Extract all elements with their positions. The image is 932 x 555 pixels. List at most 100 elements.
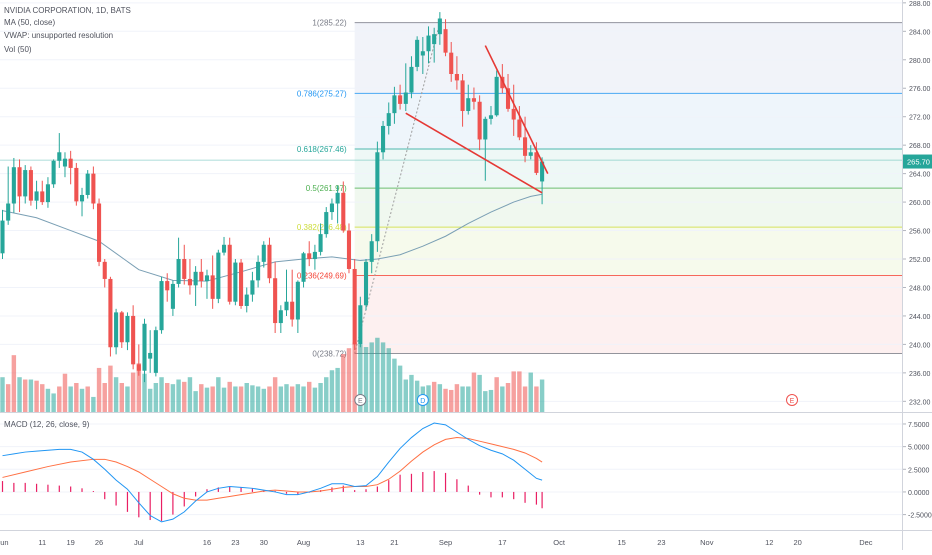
macd-histogram-bar: [13, 482, 15, 492]
volume-bar: [17, 377, 22, 412]
fib-level-label: 0.382(256.48): [297, 223, 347, 232]
volume-bar: [204, 387, 210, 412]
macd-tick-label: 0.0000: [908, 490, 930, 497]
vwap-legend[interactable]: VWAP: unsupported resolution: [4, 31, 114, 40]
time-tick-label: 19: [66, 538, 74, 547]
last-price-label: 265.70: [907, 158, 930, 167]
macd-histogram-bar: [444, 472, 447, 492]
candle: [0, 209, 5, 260]
candle-body: [250, 280, 255, 295]
candle: [398, 84, 403, 110]
price-tick-label: 232.00: [909, 399, 931, 406]
volume-bar: [324, 377, 329, 412]
candle: [363, 259, 369, 311]
macd-histogram-bar: [206, 489, 208, 492]
fib-level-label: 0.236(249.69): [297, 271, 347, 280]
candle-body: [318, 234, 323, 252]
volume-bar: [272, 377, 278, 412]
volume-bar: [437, 384, 443, 412]
volume-bar: [170, 384, 176, 412]
price-tick-label: 280.00: [909, 58, 931, 65]
event-marker-label: E: [790, 398, 795, 405]
candle-body: [381, 125, 386, 153]
candle-body: [273, 278, 278, 324]
ma-legend[interactable]: MA (50, close): [4, 18, 56, 27]
time-tick-label: 21: [390, 538, 398, 547]
volume-bar: [511, 371, 516, 412]
volume-bar: [79, 388, 85, 412]
candle: [290, 269, 295, 327]
candle: [386, 102, 391, 135]
macd-histogram-bar: [217, 487, 219, 492]
vol-legend[interactable]: Vol (50): [4, 45, 32, 54]
volume-bar: [335, 367, 340, 412]
candle: [460, 74, 465, 127]
candle-body: [392, 95, 397, 114]
candle-body: [358, 305, 363, 345]
candle: [165, 273, 170, 302]
candle: [358, 296, 363, 348]
macd-histogram-bar: [104, 491, 106, 500]
volume-bar: [358, 344, 363, 412]
fib-zone: [354, 275, 902, 354]
volume-bar: [341, 354, 346, 412]
candle: [301, 251, 306, 288]
candle-body: [108, 278, 113, 348]
volume-bar: [483, 391, 488, 412]
candle-body: [307, 253, 312, 260]
volume-bar: [40, 384, 45, 412]
candle: [45, 177, 50, 208]
macd-histogram-bar: [535, 491, 538, 505]
volume-bar: [125, 386, 130, 412]
candle: [57, 133, 62, 168]
macd-legend[interactable]: MACD (12, 26, close, 9): [4, 420, 90, 429]
macd-tick-label: 7.5000: [908, 422, 930, 429]
candle-body: [295, 281, 300, 320]
candle: [74, 162, 79, 206]
price-tick-label: 288.00: [909, 1, 931, 8]
macd-histogram-bar: [376, 486, 378, 492]
candle-body: [523, 137, 528, 156]
candle: [278, 305, 283, 334]
candle: [312, 244, 317, 270]
price-tick-label: 264.00: [909, 172, 931, 179]
volume-bar: [392, 358, 397, 412]
candle-body: [403, 92, 408, 104]
fib-level-label: 1(285.22): [312, 19, 347, 28]
volume-bar: [346, 348, 352, 412]
candle: [392, 86, 397, 124]
macd-tick-label: -2.5000: [908, 513, 932, 520]
symbol-legend[interactable]: NVIDIA CORPORATION, 1D, BATS: [4, 6, 131, 15]
macd-histogram-bar: [399, 474, 401, 492]
fib-zone: [354, 188, 902, 228]
event-marker-circle: [786, 394, 799, 406]
candle-body: [233, 262, 238, 302]
macd-histogram-bar: [490, 491, 492, 498]
candle-body: [415, 39, 420, 67]
candle-body: [131, 315, 136, 365]
candle: [369, 234, 374, 274]
volume-bar: [227, 381, 232, 412]
candle-body: [290, 301, 295, 320]
candle: [159, 276, 164, 334]
macd-histogram-bar: [70, 486, 72, 492]
macd-histogram-bar: [47, 484, 49, 492]
candle-body: [284, 301, 289, 311]
candle-body: [142, 323, 147, 371]
candle: [494, 70, 499, 117]
price-tick-label: 236.00: [909, 371, 931, 378]
volume-bar: [505, 383, 511, 412]
candle-body: [335, 192, 340, 204]
candle-body: [341, 192, 346, 231]
event-marker: D: [416, 394, 429, 406]
candle-body: [176, 259, 181, 284]
fib-level-label: 0.618(267.46): [297, 145, 347, 154]
macd-line: [2, 422, 543, 523]
candle-body: [256, 261, 261, 281]
candle: [23, 165, 28, 204]
macd-histogram-bar: [501, 491, 503, 498]
candle-body: [91, 173, 96, 204]
candle: [6, 166, 11, 225]
